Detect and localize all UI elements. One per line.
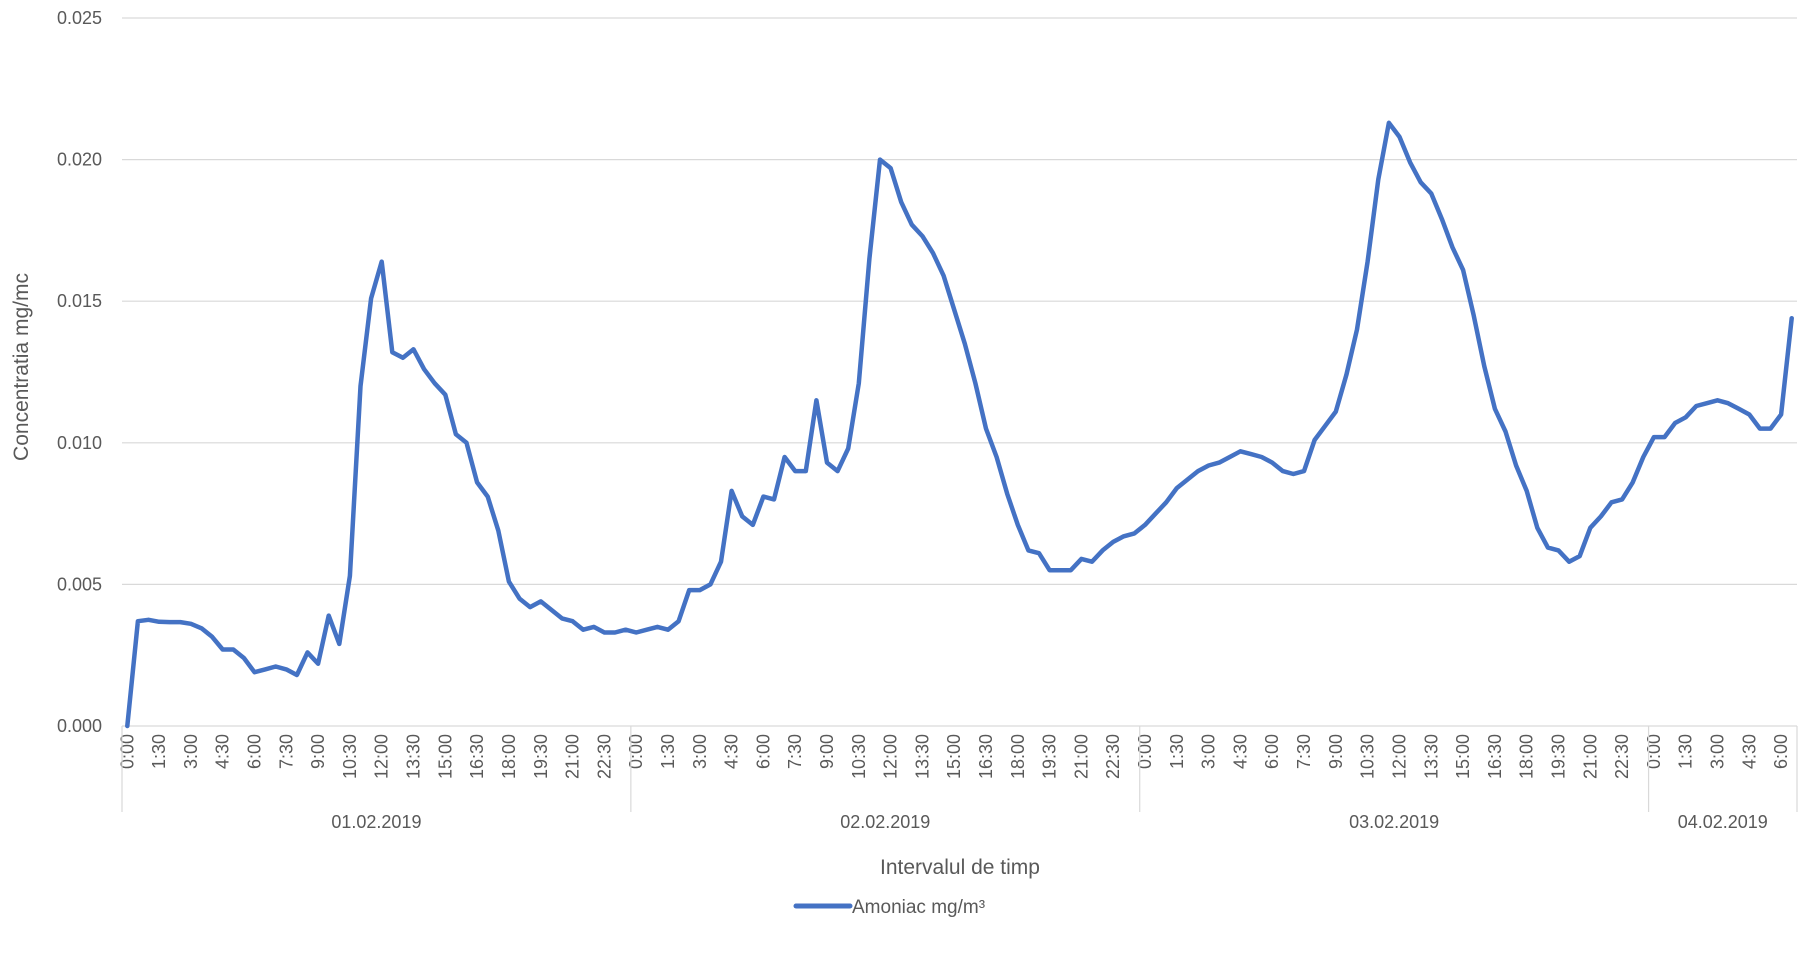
x-tick-label: 6:00 bbox=[1771, 734, 1791, 769]
x-axis: 0:00 1:30 3:00 4:30 6:00 7:30 9:00 10:30 12:00 13… bbox=[117, 725, 1798, 832]
x-tick-label: 22:30 bbox=[1103, 734, 1123, 779]
legend: Amoniac mg/m³ bbox=[793, 897, 985, 918]
x-axis-title: Intervalul de timp bbox=[880, 856, 1040, 879]
x-tick-label: 21:00 bbox=[1580, 734, 1600, 779]
series-line bbox=[125, 120, 1794, 729]
x-tick-label: 13:30 bbox=[1421, 734, 1441, 779]
x-tick-label: 9:00 bbox=[308, 734, 328, 769]
x-group-label: 03.02.2019 bbox=[1349, 812, 1439, 832]
x-tick-label: 9:00 bbox=[817, 734, 837, 769]
x-tick-label: 6:00 bbox=[245, 734, 265, 769]
x-tick-label: 1:30 bbox=[149, 734, 169, 769]
x-tick-label: 7:30 bbox=[1294, 734, 1314, 769]
x-tick-label: 4:30 bbox=[722, 734, 742, 769]
x-group-label: 02.02.2019 bbox=[840, 812, 930, 832]
x-tick-label: 0:00 bbox=[117, 734, 137, 769]
x-tick-label: 22:30 bbox=[1612, 734, 1632, 779]
x-tick-label: 7:30 bbox=[785, 734, 805, 769]
x-tick-label: 13:30 bbox=[912, 734, 932, 779]
x-tick-label: 16:30 bbox=[467, 734, 487, 779]
x-tick-label: 12:00 bbox=[881, 734, 901, 779]
x-tick-label: 16:30 bbox=[1485, 734, 1505, 779]
x-tick-label: 21:00 bbox=[563, 734, 583, 779]
x-tick-label: 4:30 bbox=[1739, 734, 1759, 769]
y-tick-label: 0.020 bbox=[57, 150, 102, 170]
x-tick-label: 3:00 bbox=[181, 734, 201, 769]
x-tick-label: 0:00 bbox=[626, 734, 646, 769]
x-tick-label: 19:30 bbox=[1040, 734, 1060, 779]
x-group-label: 04.02.2019 bbox=[1678, 812, 1768, 832]
x-tick-label: 19:30 bbox=[1548, 734, 1568, 779]
x-tick-label: 13:30 bbox=[404, 734, 424, 779]
y-tick-label: 0.025 bbox=[57, 8, 102, 28]
x-tick-label: 19:30 bbox=[531, 734, 551, 779]
gridlines bbox=[122, 17, 1797, 586]
x-tick-label: 0:00 bbox=[1644, 734, 1664, 769]
x-tick-label: 3:00 bbox=[1199, 734, 1219, 769]
x-tick-label: 1:30 bbox=[1167, 734, 1187, 769]
x-tick-label: 18:00 bbox=[1008, 734, 1028, 779]
x-tick-label: 4:30 bbox=[213, 734, 233, 769]
x-tick-label: 3:00 bbox=[1707, 734, 1727, 769]
x-tick-label: 10:30 bbox=[1358, 734, 1378, 779]
x-tick-label: 6:00 bbox=[753, 734, 773, 769]
x-tick-label: 3:00 bbox=[690, 734, 710, 769]
x-tick-label: 15:00 bbox=[944, 734, 964, 779]
x-tick-label: 10:30 bbox=[849, 734, 869, 779]
x-tick-label: 7:30 bbox=[276, 734, 296, 769]
x-group-label: 01.02.2019 bbox=[331, 812, 421, 832]
x-tick-label: 21:00 bbox=[1071, 734, 1091, 779]
x-tick-label: 16:30 bbox=[976, 734, 996, 779]
x-tick-label: 15:00 bbox=[1453, 734, 1473, 779]
x-tick-label: 12:00 bbox=[372, 734, 392, 779]
x-tick-label: 1:30 bbox=[658, 734, 678, 769]
legend-label: Amoniac mg/m³ bbox=[852, 897, 985, 918]
y-tick-label: 0.005 bbox=[57, 574, 102, 594]
x-tick-label: 6:00 bbox=[1262, 734, 1282, 769]
y-axis-ticks: 0.000 0.005 0.010 0.015 0.020 0.025 bbox=[57, 8, 102, 736]
y-tick-label: 0.010 bbox=[57, 433, 102, 453]
series-layer bbox=[125, 120, 1794, 729]
x-tick-label: 22:30 bbox=[594, 734, 614, 779]
y-tick-label: 0.015 bbox=[57, 291, 102, 311]
y-axis-title: Concentratia mg/mc bbox=[10, 273, 33, 461]
x-tick-label: 9:00 bbox=[1326, 734, 1346, 769]
x-tick-label: 18:00 bbox=[1517, 734, 1537, 779]
x-tick-label: 15:00 bbox=[435, 734, 455, 779]
x-tick-label: 1:30 bbox=[1676, 734, 1696, 769]
x-tick-label: 18:00 bbox=[499, 734, 519, 779]
x-tick-label: 12:00 bbox=[1389, 734, 1409, 779]
x-tick-label: 10:30 bbox=[340, 734, 360, 779]
y-tick-label: 0.000 bbox=[57, 716, 102, 736]
x-tick-label: 0:00 bbox=[1135, 734, 1155, 769]
x-tick-label: 4:30 bbox=[1230, 734, 1250, 769]
